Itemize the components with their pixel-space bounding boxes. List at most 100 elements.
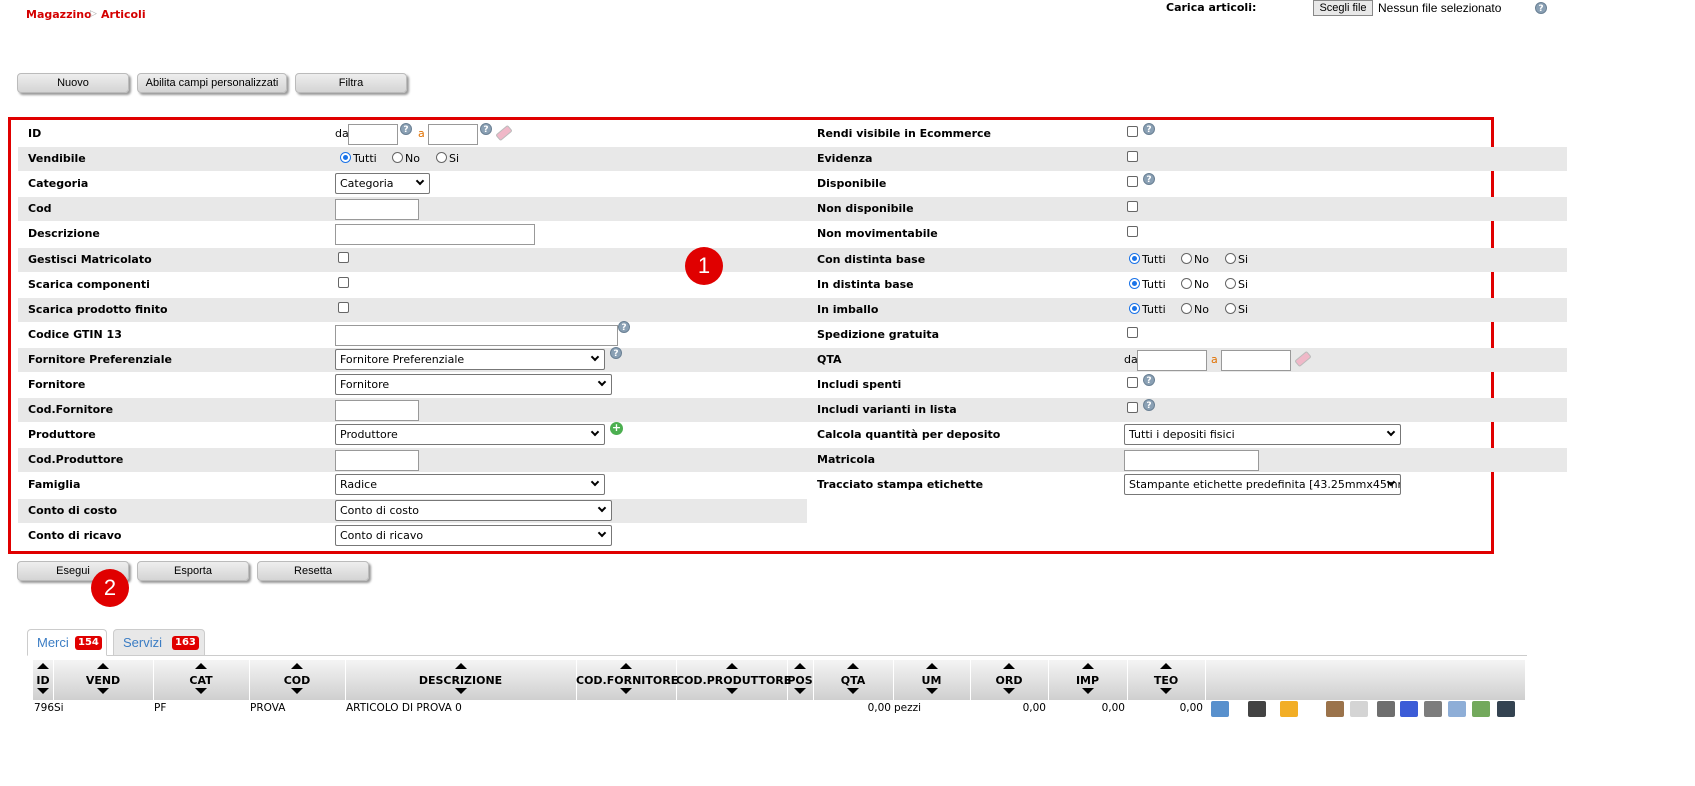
- toolbar-button[interactable]: Nuovo: [17, 73, 129, 93]
- checkbox[interactable]: [1127, 126, 1138, 137]
- select[interactable]: Categoria: [335, 173, 430, 195]
- row-action-icon[interactable]: [1248, 701, 1266, 717]
- sort-arrow[interactable]: [925, 663, 938, 669]
- sort-arrow[interactable]: [1081, 663, 1094, 669]
- radio[interactable]: [436, 152, 447, 164]
- radio[interactable]: [1181, 302, 1192, 314]
- radio[interactable]: [392, 152, 403, 164]
- sort-arrow[interactable]: [97, 688, 109, 694]
- filter-label: Tracciato stampa etichette: [817, 478, 984, 492]
- sort-arrow[interactable]: [37, 663, 49, 669]
- sort-arrow[interactable]: [794, 688, 806, 694]
- tab[interactable]: Merci 154: [27, 629, 107, 656]
- row-action-icon[interactable]: [1400, 701, 1418, 717]
- sort-arrow[interactable]: [195, 663, 207, 669]
- checkbox[interactable]: [1127, 326, 1138, 338]
- select[interactable]: Fornitore: [335, 374, 612, 395]
- text-input[interactable]: [335, 400, 419, 422]
- radio[interactable]: [340, 152, 351, 164]
- sort-arrow[interactable]: [620, 663, 632, 669]
- select[interactable]: Tutti i depositi fisici: [1124, 424, 1401, 446]
- text-input[interactable]: [1124, 450, 1259, 472]
- sort-arrow[interactable]: [1003, 663, 1015, 669]
- radio[interactable]: [1225, 277, 1236, 289]
- row-action-icon[interactable]: [1280, 701, 1298, 717]
- row-action-icon[interactable]: [1326, 701, 1344, 717]
- sort-arrow[interactable]: [37, 688, 49, 694]
- breadcrumb-link[interactable]: Magazzino: [26, 8, 92, 21]
- radio[interactable]: [1181, 252, 1192, 264]
- select[interactable]: Radice: [335, 474, 605, 496]
- sort-arrow[interactable]: [847, 688, 859, 694]
- text-input[interactable]: [335, 450, 419, 472]
- sort-arrow[interactable]: [454, 688, 467, 694]
- checkbox[interactable]: [1127, 402, 1138, 414]
- radio[interactable]: [1129, 252, 1140, 264]
- row-action-icon[interactable]: [1211, 701, 1229, 717]
- range-from-input[interactable]: [1137, 349, 1207, 371]
- checkbox[interactable]: [338, 301, 349, 313]
- add-icon[interactable]: +: [610, 421, 623, 436]
- radio[interactable]: [1225, 302, 1236, 314]
- checkbox[interactable]: [1127, 201, 1138, 213]
- row-action-icon[interactable]: [1377, 701, 1395, 717]
- text-input[interactable]: [335, 199, 419, 221]
- text-input[interactable]: [335, 324, 618, 346]
- row-action-icon[interactable]: [1497, 701, 1515, 717]
- text-input[interactable]: [335, 224, 535, 246]
- sort-arrow[interactable]: [291, 688, 303, 694]
- checkbox[interactable]: [1127, 226, 1138, 238]
- sort-arrow[interactable]: [454, 663, 467, 669]
- sort-arrow[interactable]: [620, 688, 632, 694]
- help-icon[interactable]: ?: [480, 123, 492, 135]
- help-icon[interactable]: ?: [400, 123, 412, 135]
- checkbox[interactable]: [1127, 377, 1138, 388]
- toolbar-button[interactable]: Abilita campi personalizzati: [137, 73, 287, 93]
- radio[interactable]: [1225, 252, 1236, 264]
- row-action-icon[interactable]: [1448, 701, 1466, 717]
- sort-arrow[interactable]: [794, 663, 806, 669]
- help-icon[interactable]: ?: [1143, 399, 1155, 412]
- row-action-icon[interactable]: [1350, 701, 1368, 717]
- select[interactable]: Fornitore Preferenziale: [335, 348, 605, 370]
- radio[interactable]: [1129, 302, 1140, 314]
- help-icon[interactable]: ?: [1535, 2, 1547, 14]
- range-to-input[interactable]: [428, 124, 478, 145]
- checkbox[interactable]: [338, 251, 349, 263]
- help-icon[interactable]: ?: [1143, 173, 1155, 186]
- checkbox[interactable]: [1127, 176, 1138, 188]
- filter-label: In imballo: [817, 302, 879, 316]
- radio[interactable]: [1181, 277, 1192, 289]
- help-icon[interactable]: ?: [618, 320, 630, 333]
- sort-arrow[interactable]: [195, 688, 207, 694]
- tab[interactable]: Servizi 163: [113, 629, 205, 656]
- range-from-input[interactable]: [348, 124, 398, 145]
- file-button[interactable]: Scegli file: [1313, 0, 1373, 16]
- row-action-icon[interactable]: [1472, 701, 1490, 717]
- help-icon[interactable]: ?: [1143, 374, 1155, 386]
- row-action-icon[interactable]: [1424, 701, 1442, 717]
- select[interactable]: Produttore: [335, 424, 605, 446]
- sort-arrow[interactable]: [1003, 688, 1015, 694]
- sort-arrow[interactable]: [1160, 688, 1172, 694]
- select[interactable]: Conto di costo: [335, 499, 612, 521]
- radio[interactable]: [1129, 277, 1140, 289]
- sort-arrow[interactable]: [291, 663, 303, 669]
- sort-arrow[interactable]: [847, 663, 859, 669]
- checkbox[interactable]: [338, 276, 349, 288]
- action-button[interactable]: Resetta: [257, 561, 369, 581]
- action-button[interactable]: Esporta: [137, 561, 249, 581]
- help-icon[interactable]: ?: [1143, 123, 1155, 135]
- sort-arrow[interactable]: [1081, 688, 1094, 694]
- toolbar-button[interactable]: Filtra: [295, 73, 407, 93]
- select[interactable]: Conto di ricavo: [335, 524, 612, 546]
- checkbox[interactable]: [1127, 151, 1138, 163]
- range-to-input[interactable]: [1221, 349, 1291, 371]
- sort-arrow[interactable]: [725, 663, 738, 669]
- select[interactable]: Stampante etichette predefinita [43.25mm…: [1124, 474, 1401, 496]
- help-icon[interactable]: ?: [610, 346, 622, 359]
- sort-arrow[interactable]: [925, 688, 938, 694]
- sort-arrow[interactable]: [1160, 663, 1172, 669]
- sort-arrow[interactable]: [97, 663, 109, 669]
- sort-arrow[interactable]: [725, 688, 738, 694]
